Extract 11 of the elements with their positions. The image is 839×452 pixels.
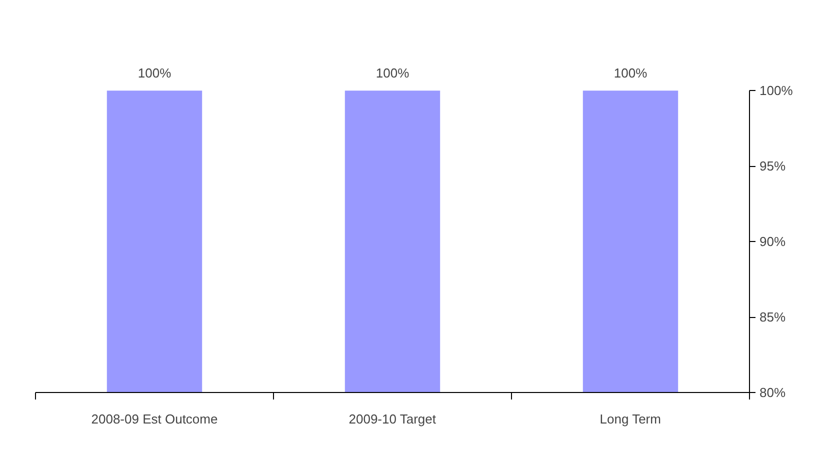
x-tick-label: 2008-09 Est Outcome [91,412,218,426]
y-tick-label: 85% [760,310,786,325]
y-tick-label: 95% [760,158,786,174]
y-tick-label: 100% [760,83,794,98]
data-label: 100% [138,66,172,81]
y-tick-label: 90% [760,234,786,250]
x-tick-label: 2009-10 Target [348,412,436,426]
data-label: 100% [614,66,648,81]
data-label: 100% [376,66,410,81]
y-tick-label: 80% [760,385,786,400]
x-tick-label: Long Term [600,412,661,426]
